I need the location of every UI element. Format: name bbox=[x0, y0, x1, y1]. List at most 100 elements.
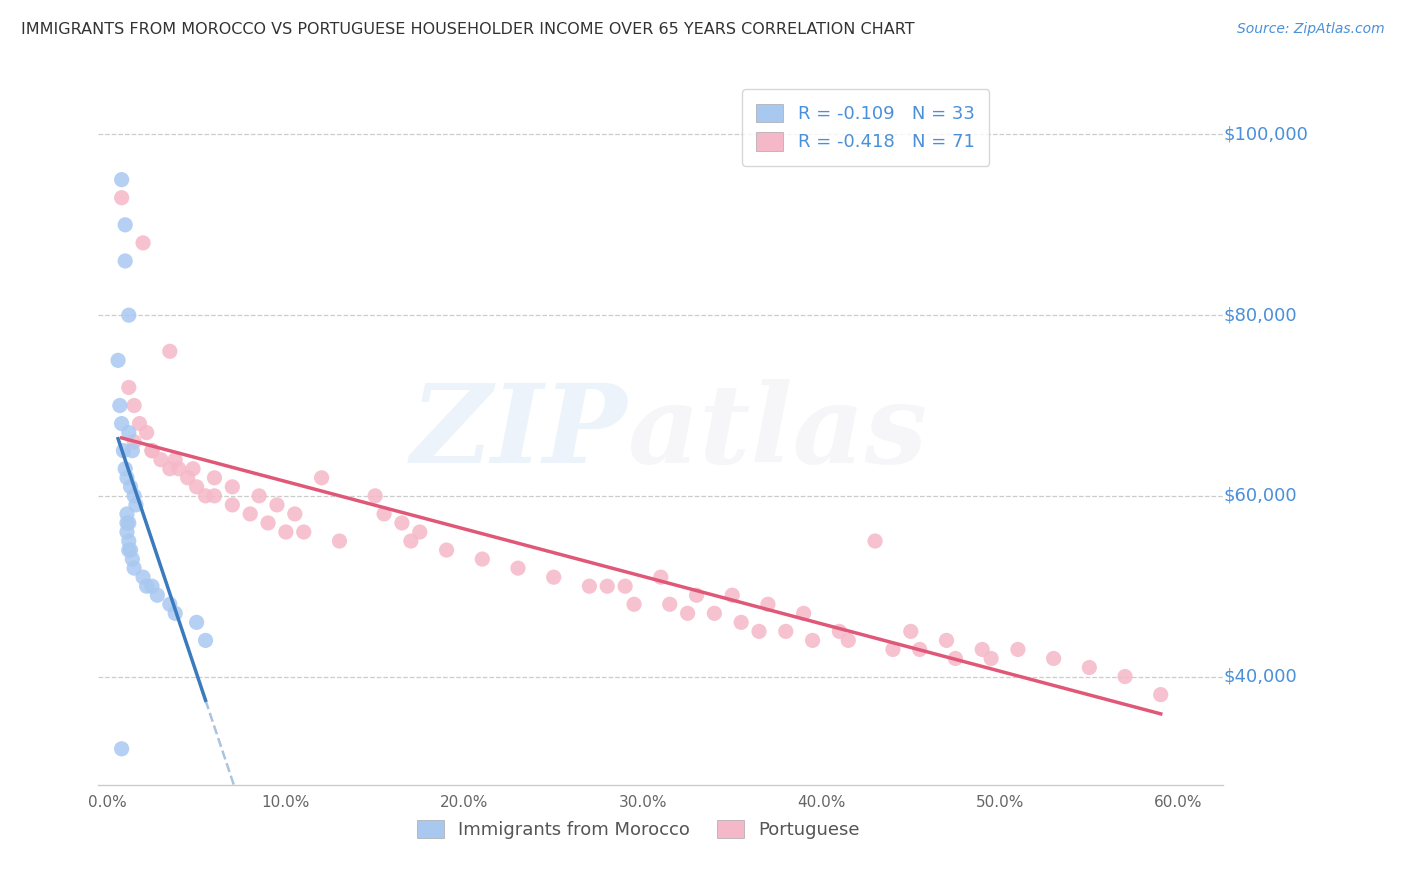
Point bbox=[650, 570, 672, 584]
Point bbox=[399, 534, 422, 549]
Point bbox=[165, 607, 187, 621]
Point bbox=[115, 507, 138, 521]
Point bbox=[614, 579, 637, 593]
Point bbox=[945, 651, 967, 665]
Point bbox=[328, 534, 350, 549]
Point bbox=[284, 507, 307, 521]
Point bbox=[623, 597, 645, 611]
Point bbox=[373, 507, 395, 521]
Point bbox=[135, 425, 157, 440]
Point bbox=[118, 516, 141, 530]
Point bbox=[1042, 651, 1064, 665]
Point bbox=[159, 597, 181, 611]
Point bbox=[311, 471, 333, 485]
Point bbox=[471, 552, 494, 566]
Point bbox=[114, 254, 136, 268]
Point bbox=[1007, 642, 1029, 657]
Legend: Immigrants from Morocco, Portuguese: Immigrants from Morocco, Portuguese bbox=[409, 813, 868, 847]
Point bbox=[118, 543, 141, 558]
Point bbox=[436, 543, 458, 558]
Point bbox=[111, 741, 134, 756]
Point bbox=[120, 480, 142, 494]
Point bbox=[972, 642, 994, 657]
Point bbox=[543, 570, 565, 584]
Point bbox=[409, 524, 432, 539]
Point bbox=[863, 534, 886, 549]
Point bbox=[149, 452, 172, 467]
Point bbox=[247, 489, 270, 503]
Point bbox=[506, 561, 529, 575]
Point bbox=[114, 462, 136, 476]
Point bbox=[239, 507, 262, 521]
Text: $80,000: $80,000 bbox=[1223, 306, 1296, 324]
Point bbox=[274, 524, 297, 539]
Point bbox=[1078, 660, 1101, 674]
Point bbox=[900, 624, 922, 639]
Point bbox=[111, 417, 134, 431]
Text: Source: ZipAtlas.com: Source: ZipAtlas.com bbox=[1237, 22, 1385, 37]
Point bbox=[114, 218, 136, 232]
Point bbox=[266, 498, 288, 512]
Point bbox=[118, 380, 141, 394]
Point bbox=[122, 489, 145, 503]
Point bbox=[676, 607, 699, 621]
Point bbox=[658, 597, 681, 611]
Point bbox=[120, 543, 142, 558]
Point bbox=[882, 642, 904, 657]
Point bbox=[221, 498, 243, 512]
Text: atlas: atlas bbox=[627, 379, 928, 486]
Point bbox=[935, 633, 957, 648]
Point bbox=[703, 607, 725, 621]
Point bbox=[837, 633, 859, 648]
Point bbox=[165, 452, 187, 467]
Point bbox=[135, 579, 157, 593]
Point bbox=[793, 607, 815, 621]
Point bbox=[1150, 688, 1173, 702]
Point bbox=[775, 624, 797, 639]
Point bbox=[115, 471, 138, 485]
Point bbox=[730, 615, 752, 630]
Point bbox=[128, 417, 150, 431]
Point bbox=[181, 462, 204, 476]
Point bbox=[1114, 669, 1136, 683]
Point bbox=[108, 399, 131, 413]
Point bbox=[801, 633, 824, 648]
Point bbox=[167, 462, 190, 476]
Point bbox=[111, 172, 134, 186]
Point bbox=[141, 443, 163, 458]
Point bbox=[204, 489, 226, 503]
Point bbox=[112, 443, 135, 458]
Point bbox=[121, 443, 143, 458]
Point bbox=[132, 570, 155, 584]
Point bbox=[146, 588, 169, 602]
Point bbox=[391, 516, 413, 530]
Point bbox=[596, 579, 619, 593]
Point bbox=[204, 471, 226, 485]
Point bbox=[756, 597, 779, 611]
Text: $40,000: $40,000 bbox=[1223, 667, 1296, 686]
Point bbox=[115, 516, 138, 530]
Text: $100,000: $100,000 bbox=[1223, 126, 1308, 144]
Text: IMMIGRANTS FROM MOROCCO VS PORTUGUESE HOUSEHOLDER INCOME OVER 65 YEARS CORRELATI: IMMIGRANTS FROM MOROCCO VS PORTUGUESE HO… bbox=[21, 22, 915, 37]
Point bbox=[141, 579, 163, 593]
Point bbox=[221, 480, 243, 494]
Point bbox=[159, 462, 181, 476]
Point bbox=[111, 191, 134, 205]
Point bbox=[159, 344, 181, 359]
Point bbox=[194, 633, 217, 648]
Point bbox=[118, 308, 141, 322]
Point bbox=[125, 498, 148, 512]
Point bbox=[828, 624, 851, 639]
Point bbox=[257, 516, 280, 530]
Point bbox=[721, 588, 744, 602]
Point bbox=[186, 615, 208, 630]
Text: $60,000: $60,000 bbox=[1223, 487, 1296, 505]
Point bbox=[194, 489, 217, 503]
Point bbox=[578, 579, 600, 593]
Point bbox=[748, 624, 770, 639]
Point bbox=[122, 561, 145, 575]
Point bbox=[118, 425, 141, 440]
Point bbox=[685, 588, 707, 602]
Point bbox=[122, 399, 145, 413]
Point bbox=[122, 434, 145, 449]
